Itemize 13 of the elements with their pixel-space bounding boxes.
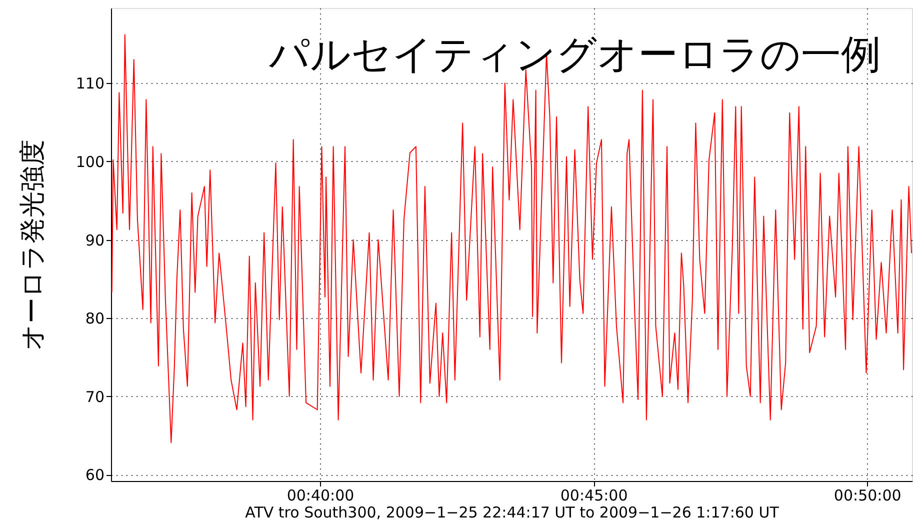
y-tick-label: 80 <box>85 310 104 328</box>
x-axis-title: ATV tro South300, 2009−1−25 22:44:17 UT to 2009−1−26 1:17:60 UT <box>245 504 780 522</box>
y-axis-title: オーロラ発光強度 <box>18 140 48 350</box>
line-series <box>111 34 912 444</box>
y-tick-label: 100 <box>76 152 104 171</box>
x-tick-label: 00:50:00 <box>834 486 902 504</box>
y-tick-label: 70 <box>85 388 104 406</box>
y-tick-label: 60 <box>85 466 104 484</box>
y-tick-label: 110 <box>76 74 104 93</box>
y-tick-label: 90 <box>85 231 104 250</box>
x-tick-label: 00:40:00 <box>286 486 354 504</box>
x-tick-label: 00:45:00 <box>560 486 628 504</box>
text: パルセイティングオーロラの一例 <box>268 32 881 78</box>
